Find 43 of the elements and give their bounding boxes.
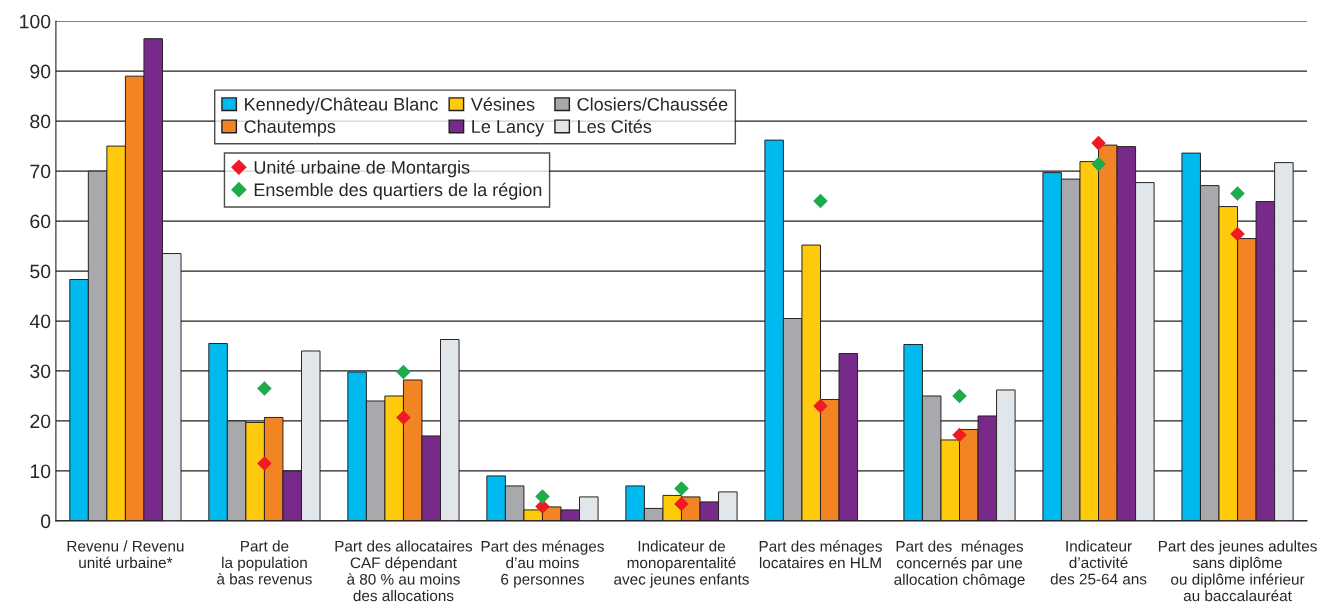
y-tick-label: 30 (30, 364, 51, 379)
point (952, 427, 967, 443)
legend-label: Kennedy/Château Blanc (245, 97, 438, 115)
point (952, 388, 967, 404)
legend-label: Les Cités (578, 119, 652, 133)
x-tick-label: Part des ménages d’au moins 6 personnes (481, 540, 604, 588)
point (813, 398, 828, 414)
point (396, 364, 411, 380)
x-tick-label: Part des jeunes adultes sans diplôme ou diplôme inférieur au baccalauréat (1158, 540, 1317, 602)
point (535, 489, 550, 504)
y-tick-label: 50 (30, 264, 51, 279)
legend-label: Ensemble des quartiers de la région (254, 182, 542, 200)
point (674, 481, 689, 496)
legend-label: Chautemps (244, 119, 336, 137)
legend-label: Vésines (470, 97, 535, 111)
legend-label: Closiers/Chaussée (577, 97, 728, 111)
point (674, 496, 689, 512)
y-tick-label: 90 (30, 64, 51, 79)
legend-label: Le Lancy (472, 120, 545, 137)
point (257, 456, 272, 471)
point (1230, 226, 1245, 242)
point (1091, 156, 1106, 172)
x-tick-label: Part de la population à bas revenus (217, 540, 312, 585)
legend-label: Unité urbaine de Montargis (254, 160, 470, 178)
point (396, 410, 411, 425)
y-tick-label: 10 (30, 464, 51, 479)
x-tick-label: Revenu / Revenu unité urbaine* (67, 540, 184, 569)
x-tick-label: Part des ménages locataires en HLM (759, 540, 882, 569)
point (1230, 186, 1245, 201)
y-tick-label: 0 (40, 514, 51, 529)
y-tick-label: 80 (30, 114, 51, 129)
y-tick-label: 40 (29, 314, 51, 329)
x-tick-label: Part des ménages concernés par une allocation chômage (894, 540, 1025, 588)
point (257, 381, 272, 396)
x-tick-label: Indicateur d’activité des 25-64 ans (1050, 540, 1147, 585)
point (813, 193, 828, 209)
y-tick-label: 20 (30, 414, 51, 429)
y-tick-label: 60 (30, 214, 51, 229)
y-tick-label: 70 (30, 164, 51, 179)
y-tick-label: 100 (20, 14, 51, 29)
x-tick-label: Indicateur de monoparentalité avec jeunes enfants (614, 540, 749, 588)
point (1091, 135, 1106, 151)
x-tick-label: Part des allocataires CAF dépendant à 80 % au moins des allocations (335, 540, 473, 602)
